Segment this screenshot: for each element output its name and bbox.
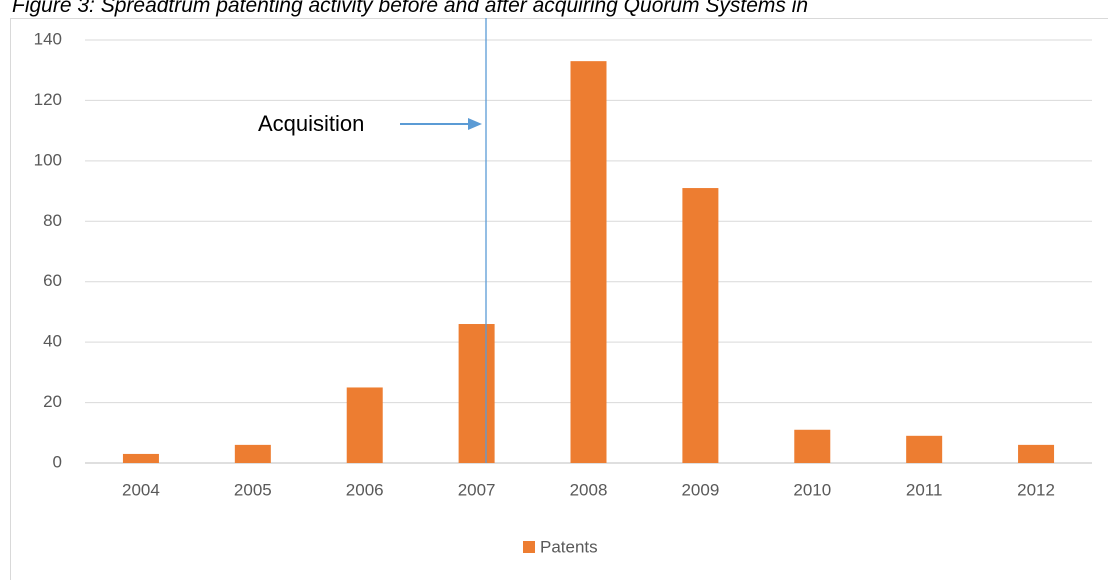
y-tick-label: 140 <box>34 29 62 48</box>
bar <box>1018 444 1055 463</box>
y-tick-label: 0 <box>53 452 62 471</box>
bar <box>906 435 943 463</box>
bar <box>346 387 383 463</box>
bars <box>122 61 1055 464</box>
y-tick-label: 20 <box>43 392 62 411</box>
x-tick-label: 2012 <box>1017 480 1055 499</box>
y-tick-label: 80 <box>43 211 62 230</box>
y-tick-label: 60 <box>43 271 62 290</box>
x-tick-label: 2006 <box>346 480 384 499</box>
bar <box>570 61 607 464</box>
bar <box>682 188 719 464</box>
x-tick-label: 2010 <box>793 480 831 499</box>
bar <box>234 444 271 463</box>
legend-swatch <box>523 541 535 553</box>
x-tick-label: 2011 <box>906 480 943 499</box>
y-tick-label: 100 <box>34 150 62 169</box>
x-tick-label: 2005 <box>234 480 272 499</box>
legend-label: Patents <box>540 537 598 556</box>
chart-frame <box>10 18 1108 580</box>
x-tick-label: 2004 <box>122 480 160 499</box>
annotation: Acquisition <box>258 111 364 136</box>
x-tick-label: 2007 <box>458 480 496 499</box>
bar <box>458 324 495 463</box>
bar <box>122 453 159 463</box>
chart-title: Figure 3: Spreadtrum patenting activity … <box>12 0 808 17</box>
x-tick-label: 2008 <box>570 480 608 499</box>
y-tick-label: 40 <box>43 332 62 351</box>
y-tick-label: 120 <box>34 90 62 109</box>
bar <box>794 429 831 463</box>
arrow-head <box>468 118 482 130</box>
x-tick-label: 2009 <box>681 480 719 499</box>
